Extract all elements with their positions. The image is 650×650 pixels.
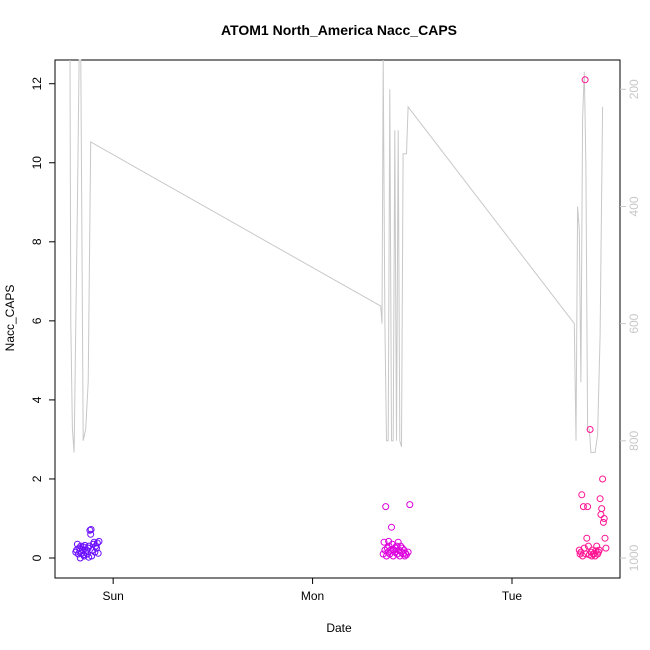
data-point: [581, 76, 589, 84]
data-point: [73, 540, 81, 548]
points-layer: [72, 76, 610, 562]
y-tick-label: 4: [30, 396, 44, 403]
data-point: [583, 534, 591, 542]
data-point: [90, 538, 98, 546]
x-tick-label: Mon: [301, 589, 324, 603]
y2-tick-label: 1000: [627, 544, 641, 571]
pressure-line: [69, 59, 604, 453]
data-point: [94, 549, 102, 557]
data-point: [597, 511, 605, 518]
data-point: [595, 546, 603, 554]
x-axis: Sun Mon Tue: [102, 578, 522, 603]
data-point: [598, 505, 606, 513]
y2-tick-label: 400: [627, 196, 641, 216]
data-point: [596, 495, 604, 503]
y-tick-label: 8: [30, 238, 44, 245]
y-axis: 0 2 4 6 8 10 12: [30, 77, 55, 561]
data-point: [404, 548, 412, 556]
data-point: [93, 539, 101, 547]
data-point: [382, 503, 390, 511]
chart-title: ATOM1 North_America Nacc_CAPS: [221, 22, 457, 38]
data-point: [388, 523, 395, 531]
data-point: [380, 538, 388, 546]
data-point: [385, 537, 393, 545]
data-point: [87, 526, 95, 533]
data-point: [86, 526, 94, 534]
data-point: [599, 475, 607, 483]
data-point: [600, 515, 608, 522]
x-tick-label: Tue: [502, 589, 523, 603]
data-point: [406, 501, 414, 509]
data-point: [85, 553, 93, 561]
x-axis-label: Date: [326, 621, 352, 635]
x-tick-label: Sun: [102, 589, 123, 603]
y-tick-label: 2: [30, 475, 44, 482]
y2-tick-label: 800: [627, 430, 641, 450]
data-point: [599, 518, 607, 526]
data-point: [95, 537, 103, 545]
pressure-line-layer: [69, 59, 604, 453]
plot-frame: [54, 59, 621, 579]
y2-axis: 200 400 600 800 1000: [620, 79, 641, 571]
data-point: [601, 534, 609, 542]
data-point: [586, 426, 594, 433]
data-point: [579, 503, 587, 511]
data-point: [389, 545, 397, 553]
data-point: [87, 530, 95, 538]
y2-tick-label: 200: [627, 79, 641, 99]
y-tick-label: 6: [30, 317, 44, 324]
y-tick-label: 10: [30, 156, 44, 170]
y-tick-label: 0: [30, 554, 44, 561]
data-point: [578, 491, 586, 499]
y2-tick-label: 600: [627, 313, 641, 333]
y-axis-label: Nacc_CAPS: [3, 285, 17, 352]
data-point: [602, 544, 610, 552]
y-tick-label: 12: [30, 77, 44, 91]
data-point: [584, 503, 592, 511]
data-point: [584, 542, 592, 550]
